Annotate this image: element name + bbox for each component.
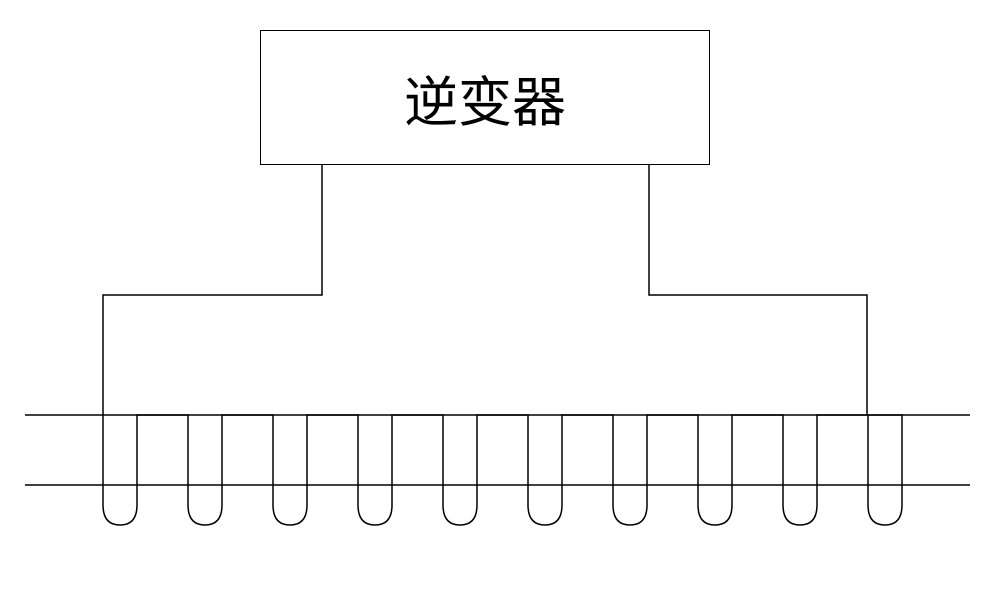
coil-path	[103, 415, 902, 525]
left-lead	[103, 165, 322, 415]
diagram-canvas: 逆变器	[0, 0, 1000, 600]
wiring-svg	[0, 0, 1000, 600]
right-lead	[649, 165, 867, 415]
coil	[103, 415, 902, 525]
